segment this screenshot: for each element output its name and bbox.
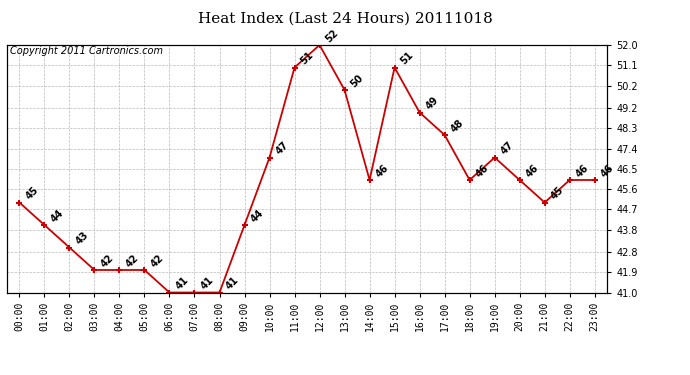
Text: 41: 41	[224, 275, 240, 292]
Text: 52: 52	[324, 28, 340, 44]
Text: 46: 46	[524, 163, 540, 179]
Text: 46: 46	[599, 163, 615, 179]
Text: 46: 46	[474, 163, 491, 179]
Text: 47: 47	[274, 140, 290, 157]
Text: Heat Index (Last 24 Hours) 20111018: Heat Index (Last 24 Hours) 20111018	[197, 11, 493, 25]
Text: 45: 45	[549, 185, 565, 202]
Text: 44: 44	[248, 208, 265, 224]
Text: 47: 47	[499, 140, 515, 157]
Text: 46: 46	[574, 163, 591, 179]
Text: 43: 43	[74, 230, 90, 247]
Text: 41: 41	[174, 275, 190, 292]
Text: 51: 51	[399, 50, 415, 67]
Text: Copyright 2011 Cartronics.com: Copyright 2011 Cartronics.com	[10, 46, 163, 56]
Text: 51: 51	[299, 50, 315, 67]
Text: 44: 44	[48, 208, 65, 224]
Text: 48: 48	[448, 117, 466, 134]
Text: 45: 45	[23, 185, 40, 202]
Text: 42: 42	[148, 253, 165, 269]
Text: 50: 50	[348, 73, 365, 89]
Text: 42: 42	[124, 253, 140, 269]
Text: 42: 42	[99, 253, 115, 269]
Text: 46: 46	[374, 163, 391, 179]
Text: 49: 49	[424, 95, 440, 112]
Text: 41: 41	[199, 275, 215, 292]
